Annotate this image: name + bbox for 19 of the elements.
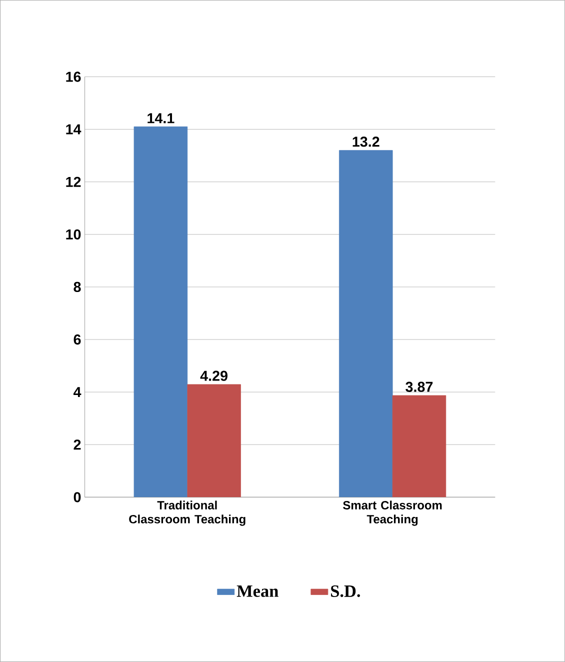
y-tick-label: 16: [66, 72, 81, 82]
y-tick-label: 14: [66, 124, 82, 134]
data-label: 3.87: [406, 382, 433, 392]
y-tick-label: 2: [74, 440, 81, 450]
x-tick-label: Traditional Classroom Teaching: [129, 500, 246, 526]
y-tick-label: 4: [74, 387, 82, 397]
data-label: 14.1: [148, 113, 174, 124]
bar: [134, 126, 188, 498]
legend-label: S.D.: [331, 585, 360, 598]
y-tick-label: 12: [66, 176, 81, 187]
y-tick-label: 0: [74, 492, 81, 502]
y-tick-label: 6: [74, 334, 81, 345]
data-label: 4.29: [200, 370, 228, 381]
y-tick-label: 10: [66, 229, 81, 240]
legend-label: Mean: [236, 585, 278, 597]
y-tick-label: 8: [74, 282, 81, 292]
data-label: 13.2: [352, 136, 380, 147]
bar: [339, 150, 393, 498]
x-tick-label: Smart Classroom Teaching: [343, 500, 442, 526]
